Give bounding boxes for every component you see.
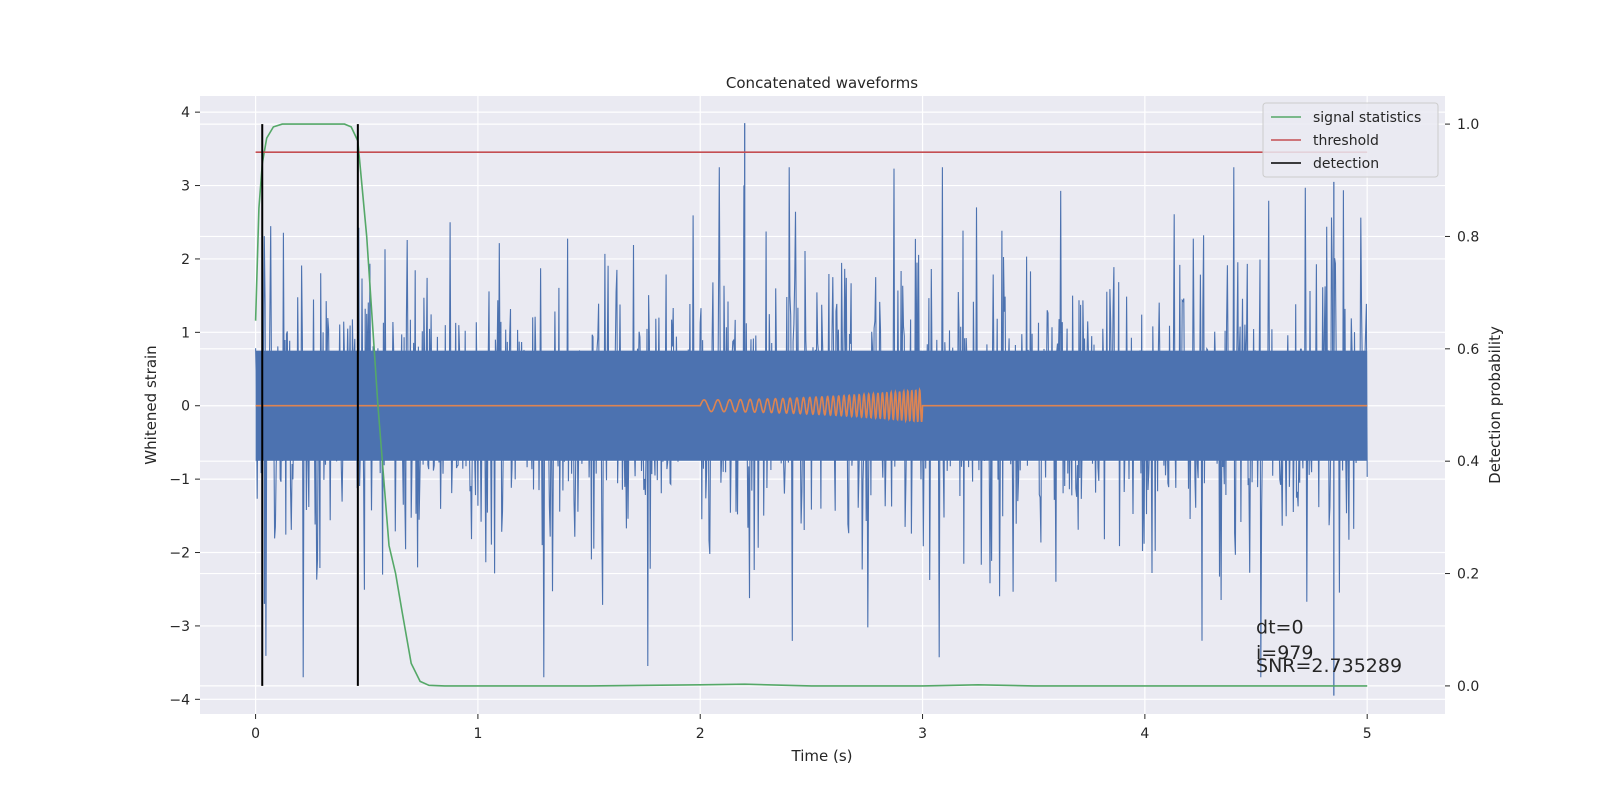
y-tick-label-left: 3 xyxy=(181,179,190,195)
y-tick-label-right: 1.0 xyxy=(1457,117,1479,133)
y-tick-label-right: 0.8 xyxy=(1457,229,1479,245)
y-tick-label-right: 0.2 xyxy=(1457,567,1479,583)
x-tick-label: 3 xyxy=(918,726,927,742)
y-axis-label-right: Detection probability xyxy=(1486,326,1504,484)
y-axis-label-left: Whitened strain xyxy=(142,345,160,464)
y-tick-label-left: −1 xyxy=(169,472,190,488)
y-tick-label-left: −2 xyxy=(169,546,190,562)
signal-statistics-line xyxy=(254,123,1368,687)
template-chirp-line xyxy=(255,386,1368,424)
annotation-text: i=979 xyxy=(1256,642,1313,664)
legend-box xyxy=(1262,102,1439,178)
y-tick-label-right: 0.6 xyxy=(1457,342,1479,358)
y-tick-label-left: 0 xyxy=(181,399,190,415)
y-tick-label-left: 4 xyxy=(181,105,190,121)
legend: signal statistics threshold detection xyxy=(1262,102,1439,178)
template-waveform-series xyxy=(255,386,1368,424)
x-tick-label: 5 xyxy=(1363,726,1372,742)
annotation-text: dt=0 xyxy=(1256,616,1304,638)
strain-noise-line xyxy=(255,167,1368,678)
y-tick-label-left: 2 xyxy=(181,252,190,268)
legend-label-signal-statistics: signal statistics xyxy=(1313,110,1421,126)
y-tick-label-right: 0.0 xyxy=(1457,679,1479,695)
chart-title: Concatenated waveforms xyxy=(726,74,918,92)
y-tick-label-right: 0.4 xyxy=(1457,454,1479,470)
ticks: 0 1 2 3 4 5 −4 −3 −2 −1 0 1 2 3 4 0.0 0.2 0.4 0.6 0.8 1.0 xyxy=(169,105,1479,742)
x-tick-label: 1 xyxy=(473,726,482,742)
y-tick-label-left: −4 xyxy=(169,692,190,708)
legend-label-detection: detection xyxy=(1313,156,1379,172)
y-tick-label-left: −3 xyxy=(169,619,190,635)
x-tick-label: 4 xyxy=(1140,726,1149,742)
x-tick-label: 2 xyxy=(696,726,705,742)
annotation-text: SNR=2.735289 xyxy=(1256,655,1402,677)
legend-label-threshold: threshold xyxy=(1313,133,1379,149)
y-tick-label-left: 1 xyxy=(181,325,190,341)
detection-probability-series xyxy=(254,123,1368,687)
x-tick-label: 0 xyxy=(251,726,260,742)
x-axis-label: Time (s) xyxy=(791,747,853,765)
